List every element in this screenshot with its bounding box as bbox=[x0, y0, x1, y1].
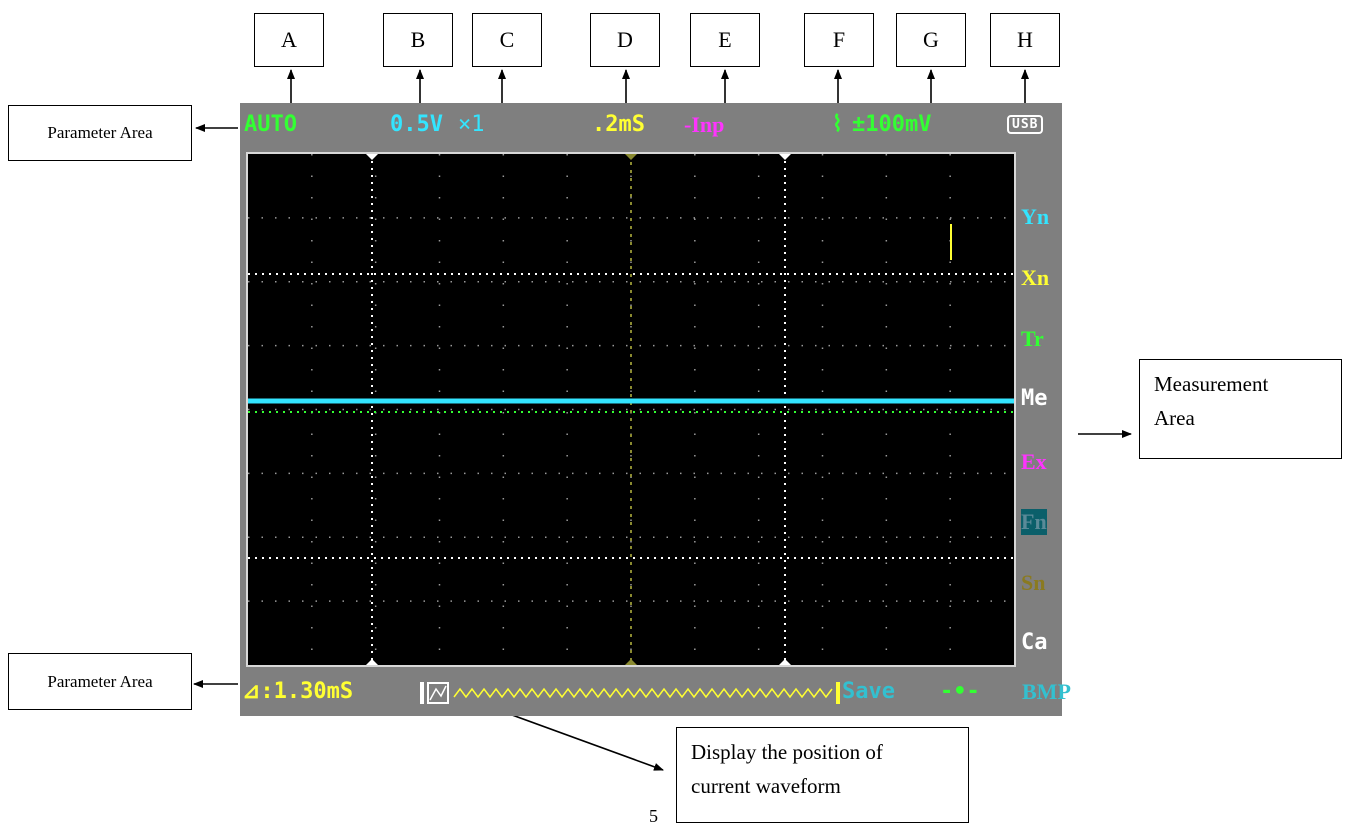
menu-item-me[interactable]: Me bbox=[1021, 386, 1048, 411]
callout-d: D bbox=[590, 13, 660, 67]
parameter-area-top-box: Parameter Area bbox=[8, 105, 192, 161]
callout-a: A bbox=[254, 13, 324, 67]
input-coupling: -Inp bbox=[684, 112, 725, 137]
callout-f: F bbox=[804, 13, 874, 67]
callout-g: G bbox=[896, 13, 966, 67]
waveform-position-indicator bbox=[420, 682, 840, 704]
mode-indicator: AUTO bbox=[244, 112, 297, 137]
measurement-area-line2: Area bbox=[1154, 405, 1195, 430]
callout-e-label: E bbox=[718, 27, 732, 52]
top-marker-right bbox=[779, 154, 791, 160]
callout-h-label: H bbox=[1017, 27, 1033, 52]
parameter-area-bottom-label: Parameter Area bbox=[47, 671, 153, 691]
save-arrow-icon: -•- bbox=[940, 679, 980, 704]
volts-per-div: 0.5V bbox=[390, 112, 443, 137]
waveform-position-box: Display the position of current waveform bbox=[676, 727, 969, 823]
probe-multiplier: ×1 bbox=[458, 112, 485, 137]
callout-f-label: F bbox=[832, 27, 846, 52]
waveform-position-line1: Display the position of bbox=[691, 740, 883, 764]
bottom-marker-left bbox=[366, 659, 378, 665]
bottom-marker-right bbox=[779, 659, 791, 665]
menu-item-sn[interactable]: Sn bbox=[1021, 570, 1046, 595]
bottom-parameter-bar: ⊿:1.30mS Save -•- BMP bbox=[240, 670, 1071, 716]
measurement-area-box: Measurement Area bbox=[1139, 359, 1342, 459]
callout-h: H bbox=[990, 13, 1060, 67]
menu-item-ex[interactable]: Ex bbox=[1021, 449, 1047, 474]
page-number: 5 bbox=[649, 806, 658, 826]
callout-c: C bbox=[472, 13, 542, 67]
menu-item-tr[interactable]: Tr bbox=[1021, 326, 1044, 351]
menu-item-xn[interactable]: Xn bbox=[1021, 265, 1050, 290]
save-label[interactable]: Save bbox=[842, 679, 895, 704]
trigger-edge-icon: ⌇ bbox=[832, 112, 843, 137]
callout-c-label: C bbox=[499, 27, 515, 52]
oscilloscope-display: AUTO 0.5V ×1 .2mS -Inp ⌇ ±100mV USB Yn bbox=[240, 103, 1071, 716]
delta-time-readout: ⊿:1.30mS bbox=[242, 679, 354, 704]
top-marker-center bbox=[625, 154, 637, 160]
menu-item-fn[interactable]: Fn bbox=[1021, 509, 1047, 535]
top-parameter-bar: AUTO 0.5V ×1 .2mS -Inp ⌇ ±100mV USB bbox=[240, 103, 1062, 149]
callout-d-label: D bbox=[617, 27, 633, 52]
top-marker-left bbox=[366, 154, 378, 160]
measurement-menu: Yn Xn Tr Me Ex Fn Sn Ca bbox=[1019, 152, 1062, 667]
waveform-screen bbox=[246, 152, 1016, 667]
measurement-area-line1: Measurement bbox=[1154, 372, 1269, 396]
trigger-level: ±100mV bbox=[852, 112, 932, 137]
usb-icon: USB bbox=[1007, 115, 1044, 134]
callout-e: E bbox=[690, 13, 760, 67]
save-format[interactable]: BMP bbox=[1022, 679, 1071, 704]
callout-g-label: G bbox=[923, 27, 939, 52]
parameter-area-bottom-box: Parameter Area bbox=[8, 653, 192, 710]
callout-a-label: A bbox=[281, 27, 297, 52]
menu-item-ca[interactable]: Ca bbox=[1021, 630, 1048, 655]
bottom-marker-center bbox=[625, 659, 637, 665]
time-per-div: .2mS bbox=[592, 112, 645, 137]
waveform-position-line2: current waveform bbox=[691, 773, 841, 798]
waveform-grid bbox=[248, 154, 1014, 665]
parameter-area-top-label: Parameter Area bbox=[47, 123, 153, 142]
menu-item-yn[interactable]: Yn bbox=[1021, 204, 1050, 229]
callout-b-label: B bbox=[410, 27, 426, 52]
callout-b: B bbox=[383, 13, 453, 67]
